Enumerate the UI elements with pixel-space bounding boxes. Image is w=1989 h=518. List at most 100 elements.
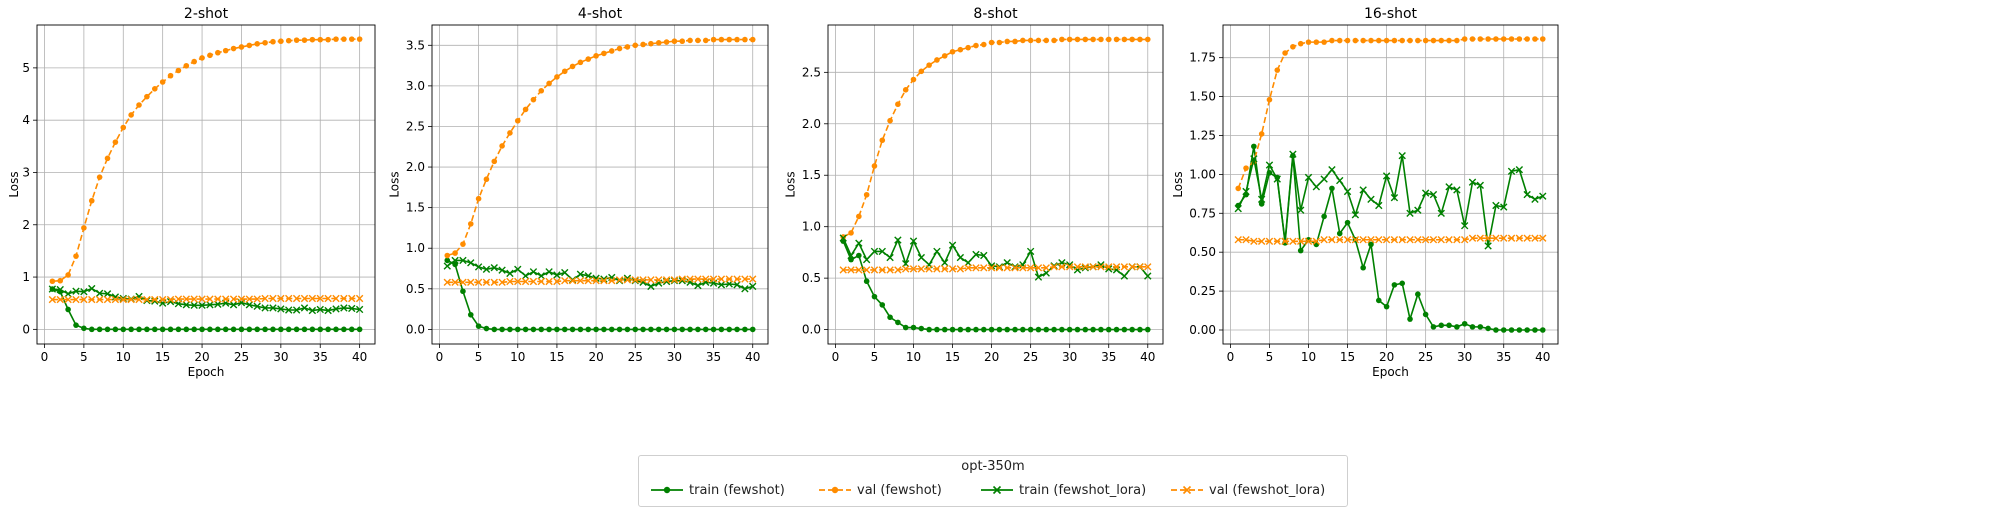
- data-point: [655, 326, 662, 333]
- legend-label: val (fewshot_lora): [1209, 483, 1326, 498]
- series-line: [1237, 154, 1544, 247]
- data-point: [1019, 261, 1027, 269]
- data-point: [1454, 37, 1460, 44]
- data-point: [246, 326, 253, 333]
- data-point: [166, 295, 175, 304]
- y-tick-label: 2.0: [802, 117, 821, 131]
- data-point: [662, 276, 671, 284]
- data-point: [537, 272, 545, 280]
- data-point: [988, 39, 995, 46]
- data-point: [355, 305, 364, 314]
- data-point: [538, 87, 545, 94]
- legend-entry-val-fewshot-lora: val (fewshot_lora): [1169, 478, 1347, 502]
- data-point: [1437, 209, 1445, 217]
- data-point: [678, 275, 686, 283]
- data-point: [1468, 178, 1477, 186]
- data-point: [925, 265, 933, 273]
- data-point: [554, 326, 560, 333]
- data-point: [1113, 36, 1120, 43]
- data-point: [127, 295, 135, 304]
- data-point: [262, 326, 268, 333]
- data-point: [741, 285, 749, 293]
- x-tick-label: 20: [1379, 350, 1394, 364]
- data-point: [741, 275, 749, 283]
- data-point: [1421, 236, 1430, 244]
- data-point: [88, 197, 95, 204]
- data-point: [521, 272, 530, 280]
- data-point: [214, 295, 222, 303]
- y-axis-label: Loss: [1171, 171, 1185, 197]
- series-train-fewshot-lora: [443, 256, 757, 293]
- data-point: [222, 47, 229, 54]
- data-point: [48, 295, 57, 304]
- data-point: [1429, 190, 1438, 199]
- data-point: [1120, 272, 1129, 280]
- data-point: [553, 277, 561, 286]
- data-point: [855, 239, 863, 247]
- data-point: [341, 326, 347, 333]
- x-tick-label: 20: [194, 350, 209, 364]
- data-point: [443, 262, 451, 270]
- subplot-title: 2-shot: [184, 6, 229, 22]
- data-point: [1532, 327, 1538, 333]
- data-point: [229, 295, 238, 303]
- data-point: [467, 311, 474, 318]
- x-tick-label: 40: [1140, 350, 1155, 364]
- data-point: [253, 295, 261, 303]
- data-point: [648, 40, 654, 47]
- data-point: [1003, 264, 1011, 272]
- y-tick-label: 1: [22, 270, 30, 284]
- data-point: [1328, 236, 1336, 244]
- data-point: [1265, 161, 1274, 169]
- data-point: [467, 278, 475, 287]
- data-point: [1312, 237, 1321, 245]
- data-point: [1445, 183, 1453, 191]
- data-point: [444, 252, 451, 259]
- data-point: [332, 305, 340, 313]
- data-point: [1351, 236, 1360, 244]
- data-point: [995, 264, 1004, 272]
- data-point: [254, 326, 261, 333]
- data-point: [918, 68, 925, 75]
- x-tick-label: 30: [1062, 350, 1077, 364]
- legend-label: train (fewshot): [689, 483, 785, 498]
- x-tick-label: 25: [234, 350, 249, 364]
- data-point: [1500, 36, 1507, 42]
- data-point: [647, 282, 655, 291]
- data-point: [1398, 152, 1406, 160]
- data-point: [482, 265, 491, 274]
- data-point: [348, 36, 355, 42]
- data-point: [96, 326, 103, 333]
- data-point: [1485, 325, 1491, 332]
- data-point: [601, 50, 607, 57]
- data-point: [285, 326, 292, 333]
- data-point: [545, 277, 553, 286]
- data-point: [103, 295, 112, 304]
- data-point: [1097, 263, 1105, 271]
- y-axis-label: Loss: [783, 171, 797, 197]
- data-point: [175, 67, 182, 74]
- data-point: [640, 41, 646, 48]
- data-point: [1343, 187, 1352, 196]
- data-point: [1460, 236, 1469, 244]
- data-point: [96, 174, 103, 180]
- data-point: [1089, 263, 1097, 271]
- data-point: [491, 326, 498, 333]
- data-point: [190, 301, 198, 309]
- data-point: [1430, 324, 1437, 330]
- data-point: [64, 290, 72, 298]
- data-point: [577, 59, 584, 66]
- data-point: [593, 326, 599, 333]
- data-point: [902, 87, 909, 93]
- series-line: [52, 297, 360, 301]
- axes-frame: [36, 24, 376, 345]
- data-point: [144, 326, 150, 333]
- series-train-fewshot: [444, 257, 756, 333]
- data-point: [1082, 36, 1089, 43]
- data-point: [253, 302, 261, 311]
- x-tick-label: 35: [1496, 350, 1511, 364]
- data-point: [1273, 237, 1281, 245]
- data-point: [987, 264, 996, 272]
- data-point: [1004, 38, 1011, 45]
- data-point: [1073, 263, 1082, 271]
